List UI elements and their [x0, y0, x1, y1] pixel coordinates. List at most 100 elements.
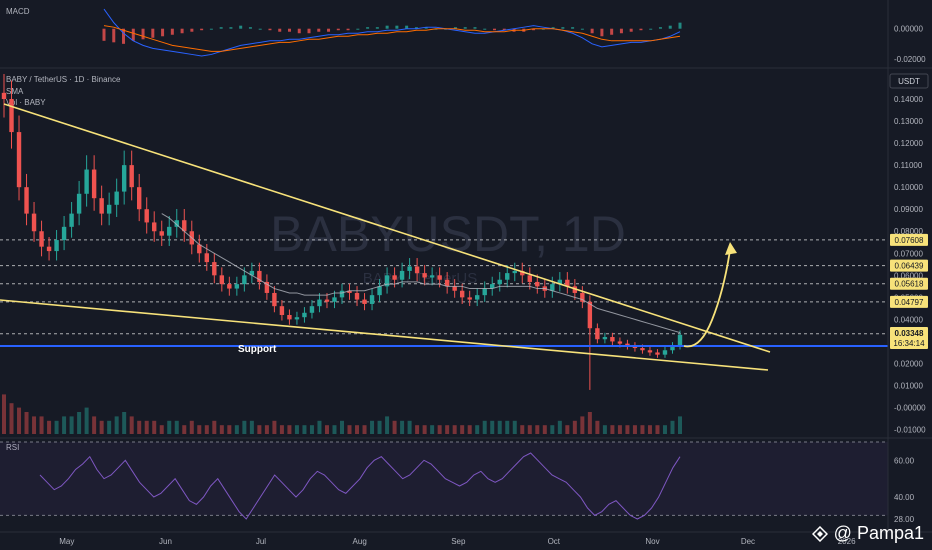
volume-bar: [47, 420, 52, 434]
volume-bar: [437, 425, 442, 434]
volume-bar: [189, 420, 194, 434]
candle-body: [595, 328, 600, 340]
price-tick-label: 0.13000: [894, 117, 923, 126]
candle-body: [520, 270, 525, 276]
price-tick-label: 0.10000: [894, 183, 923, 192]
volume-bar: [144, 420, 149, 434]
macd-histogram-bar: [180, 28, 184, 34]
symbol-line: BABY / TetherUS · 1D · Binance: [6, 75, 121, 84]
volume-bar: [572, 420, 577, 434]
candle-body: [535, 281, 540, 287]
price-tick-label: 0.07000: [894, 249, 923, 258]
volume-bar: [625, 425, 630, 434]
macd-histogram-bar: [385, 25, 389, 29]
macd-histogram-bar: [561, 27, 565, 29]
volume-bar: [122, 412, 127, 434]
volume-bar: [422, 425, 427, 434]
candle-body: [475, 295, 480, 300]
macd-histogram-bar: [610, 28, 614, 35]
price-panel[interactable]: BABYUSDT, 1D BABY / TetherUS BABY / Teth…: [0, 73, 929, 435]
candle-body: [174, 220, 179, 227]
candle-body: [422, 273, 427, 278]
time-tick-label: May: [59, 537, 74, 546]
macd-y-axis[interactable]: 0.00000 -0.02000: [894, 25, 926, 64]
rsi-panel[interactable]: RSI 60.00 40.00 28.00: [0, 441, 915, 524]
time-tick-label: Oct: [548, 537, 561, 546]
volume-bar: [152, 420, 157, 434]
volume-bar: [482, 420, 487, 434]
volume-bar: [550, 425, 555, 434]
volume-bar: [249, 420, 254, 434]
macd-histogram-bar: [483, 28, 487, 30]
macd-histogram-bar: [229, 27, 233, 29]
candle-body: [640, 348, 645, 351]
volume-bar: [678, 416, 682, 434]
macd-histogram-bar: [239, 25, 243, 29]
macd-histogram-bar: [502, 28, 506, 31]
candle-body: [482, 288, 487, 296]
volume-bar: [415, 425, 420, 434]
candle-body: [249, 270, 255, 276]
candle-body: [392, 275, 397, 280]
candle-body: [279, 306, 285, 315]
candle-body: [655, 352, 660, 355]
price-tag-label: 0.06439: [895, 262, 924, 271]
volume-bar: [452, 425, 457, 434]
descending-trendline-upper[interactable]: [3, 103, 771, 353]
candle-body: [617, 341, 623, 344]
volume-bar: [662, 425, 667, 434]
rsi-y-axis[interactable]: 60.00 40.00 28.00: [894, 456, 915, 524]
macd-histogram-bar: [317, 28, 321, 32]
candle-body: [129, 165, 134, 188]
candle-body: [144, 209, 149, 223]
candle-body: [625, 343, 630, 346]
macd-histogram-bar: [424, 27, 428, 29]
time-tick-label: Nov: [645, 537, 659, 546]
support-label: Support: [238, 344, 277, 355]
candle-body: [99, 198, 104, 214]
candle-body: [114, 191, 119, 205]
macd-tick-label: 0.00000: [894, 25, 923, 34]
volume-bar: [670, 420, 675, 434]
price-tick-label: 0.04000: [894, 315, 923, 324]
candle-body: [204, 253, 209, 263]
candle-body: [24, 187, 29, 214]
currency-button[interactable]: USDT: [889, 73, 929, 89]
macd-histogram-bar: [493, 28, 497, 31]
macd-panel[interactable]: MACD 0.00000 -0.02000: [6, 7, 926, 64]
volume-bar: [69, 416, 74, 434]
volume-bar: [62, 416, 67, 434]
candle-body: [31, 213, 37, 232]
projection-arrow[interactable]: [683, 249, 731, 348]
candle-body: [242, 275, 247, 285]
candle-body: [527, 275, 532, 282]
author-handle: @ Pampa1: [833, 523, 924, 543]
descending-trendline-lower[interactable]: [0, 299, 769, 371]
candle-body: [587, 301, 593, 329]
candle-body: [662, 350, 668, 355]
volume-bar: [242, 420, 247, 434]
macd-histogram-bar: [219, 27, 223, 29]
volume-bar: [655, 425, 660, 434]
price-tick-label: 0.06000: [894, 271, 923, 280]
candle-body: [76, 193, 82, 214]
candle-body: [61, 226, 67, 241]
tradingview-logo-icon: [811, 525, 828, 542]
macd-histogram-bar: [346, 28, 350, 31]
macd-histogram-bar: [161, 28, 165, 37]
macd-histogram-bar: [658, 27, 662, 29]
last-price-tag-bg: [890, 327, 928, 349]
price-tag-label: 0.05618: [895, 280, 924, 289]
candle-body: [287, 314, 292, 320]
candle-body: [677, 334, 683, 346]
time-axis[interactable]: May Jun Jul Aug Sep Oct Nov Dec 2026: [59, 537, 856, 546]
candle-body: [670, 345, 675, 351]
macd-histogram-bar: [678, 22, 682, 29]
volume-bar: [129, 416, 134, 434]
candle-body: [354, 292, 360, 300]
macd-histogram-bar: [453, 27, 457, 29]
author-branding: @ Pampa1: [811, 523, 924, 544]
volume-bar: [512, 420, 517, 434]
volume-bar: [309, 425, 314, 434]
